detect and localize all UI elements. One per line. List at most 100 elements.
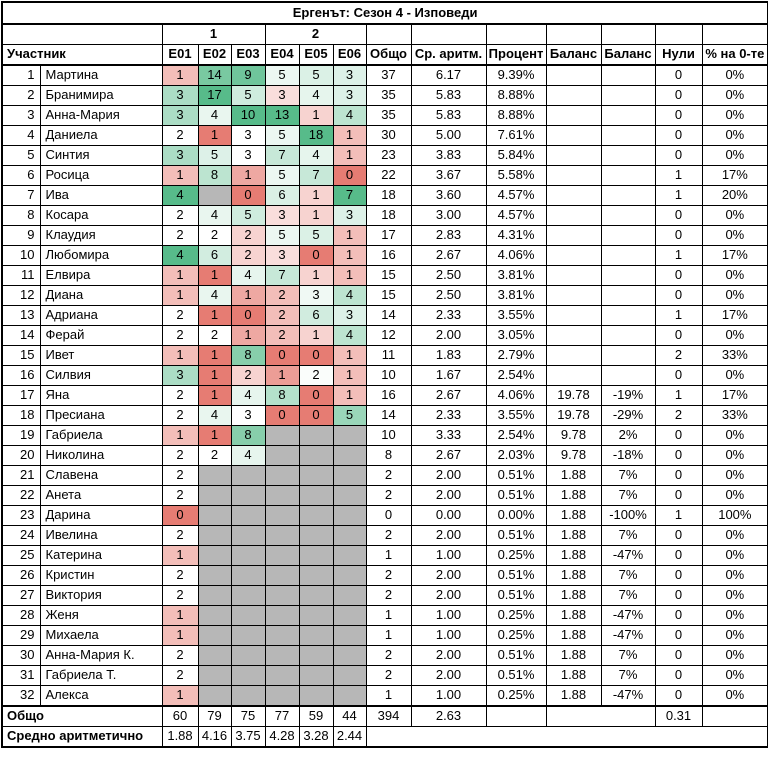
zeros-cell[interactable]: 0 xyxy=(654,545,703,566)
episode-total-cell[interactable]: 59 xyxy=(298,705,334,727)
percent-cell[interactable]: 0.25% xyxy=(485,685,547,707)
episode-score-cell[interactable] xyxy=(197,505,232,526)
zeros-cell[interactable]: 0 xyxy=(654,225,703,246)
episode-score-cell[interactable]: 2 xyxy=(161,665,199,686)
episode-score-cell[interactable] xyxy=(230,665,266,686)
episode-score-cell[interactable] xyxy=(197,685,232,707)
episode-score-cell[interactable] xyxy=(197,565,232,586)
balance-cell[interactable]: 1.88 xyxy=(545,525,602,546)
balance-cell[interactable]: 1.88 xyxy=(545,565,602,586)
episode-score-cell[interactable]: 2 xyxy=(264,285,300,306)
episode-score-cell[interactable]: 3 xyxy=(161,145,199,166)
balance-cell[interactable] xyxy=(545,285,602,306)
zero-pct-cell[interactable]: 0% xyxy=(701,625,768,646)
group-blank-cell[interactable] xyxy=(485,23,547,45)
zero-pct-cell[interactable]: 0% xyxy=(701,665,768,686)
participant-name[interactable]: Любомира xyxy=(39,245,163,266)
blank-cell[interactable] xyxy=(485,705,547,727)
zero-pct-cell[interactable]: 33% xyxy=(701,405,768,426)
average-cell[interactable]: 3.83 xyxy=(410,145,487,166)
episode-score-cell[interactable] xyxy=(197,525,232,546)
episode-score-cell[interactable]: 2 xyxy=(161,645,199,666)
episode-score-cell[interactable] xyxy=(298,465,334,486)
percent-cell[interactable]: 2.54% xyxy=(485,425,547,446)
balance-cell[interactable]: 19.78 xyxy=(545,405,602,426)
balance-pct-cell[interactable] xyxy=(600,185,656,206)
participant-name[interactable]: Михаела xyxy=(39,625,163,646)
episode-score-cell[interactable]: 2 xyxy=(197,325,232,346)
episode-score-cell[interactable] xyxy=(264,645,300,666)
balance-cell[interactable] xyxy=(545,325,602,346)
episode-score-cell[interactable] xyxy=(332,645,367,666)
row-number[interactable]: 17 xyxy=(1,385,41,406)
total-cell[interactable]: 2 xyxy=(365,565,412,586)
episode-column-header[interactable]: E04 xyxy=(264,44,300,66)
zeros-cell[interactable]: 0 xyxy=(654,485,703,506)
zeros-cell[interactable]: 0 xyxy=(654,685,703,707)
balance-cell[interactable] xyxy=(545,365,602,386)
episode-score-cell[interactable]: 3 xyxy=(161,105,199,126)
average-cell[interactable]: 2.33 xyxy=(410,405,487,426)
zero-pct-cell[interactable]: 0% xyxy=(701,605,768,626)
episode-score-cell[interactable]: 3 xyxy=(161,365,199,386)
balance-pct-cell[interactable] xyxy=(600,165,656,186)
episode-score-cell[interactable] xyxy=(197,605,232,626)
zero-pct-cell[interactable]: 17% xyxy=(701,305,768,326)
zeros-column-header[interactable]: Нули xyxy=(654,44,703,66)
episode-score-cell[interactable]: 7 xyxy=(264,265,300,286)
episode-score-cell[interactable] xyxy=(332,485,367,506)
zeros-cell[interactable]: 0 xyxy=(654,145,703,166)
episode-score-cell[interactable] xyxy=(230,525,266,546)
zeros-cell[interactable]: 0 xyxy=(654,265,703,286)
episode-score-cell[interactable]: 6 xyxy=(197,245,232,266)
episode-score-cell[interactable]: 4 xyxy=(298,145,334,166)
percent-cell[interactable]: 0.51% xyxy=(485,585,547,606)
average-cell[interactable]: 1.83 xyxy=(410,345,487,366)
episode-score-cell[interactable]: 1 xyxy=(264,365,300,386)
balance-cell[interactable] xyxy=(545,125,602,146)
row-number[interactable]: 26 xyxy=(1,565,41,586)
participant-name[interactable]: Анета xyxy=(39,485,163,506)
episode-score-cell[interactable] xyxy=(264,445,300,466)
episode-score-cell[interactable]: 5 xyxy=(264,225,300,246)
percent-cell[interactable]: 2.54% xyxy=(485,365,547,386)
row-number[interactable]: 21 xyxy=(1,465,41,486)
episode-score-cell[interactable]: 1 xyxy=(161,345,199,366)
episode-score-cell[interactable]: 1 xyxy=(298,325,334,346)
episode-score-cell[interactable]: 1 xyxy=(161,685,199,707)
average-cell[interactable]: 2.50 xyxy=(410,285,487,306)
balance-pct-cell[interactable]: -100% xyxy=(600,505,656,526)
zero-pct-cell[interactable]: 0% xyxy=(701,145,768,166)
episode-score-cell[interactable]: 4 xyxy=(161,245,199,266)
zeros-cell[interactable]: 1 xyxy=(654,505,703,526)
balance-pct-cell[interactable]: -18% xyxy=(600,445,656,466)
balance-pct-cell[interactable] xyxy=(600,305,656,326)
participant-name[interactable]: Даниела xyxy=(39,125,163,146)
percent-cell[interactable]: 0.25% xyxy=(485,545,547,566)
total-cell[interactable]: 2 xyxy=(365,485,412,506)
average-cell[interactable]: 2.50 xyxy=(410,265,487,286)
average-cell[interactable]: 6.17 xyxy=(410,64,487,86)
episode-score-cell[interactable]: 4 xyxy=(161,185,199,206)
balance-cell[interactable]: 9.78 xyxy=(545,425,602,446)
episode-score-cell[interactable]: 1 xyxy=(197,125,232,146)
episode-score-cell[interactable]: 4 xyxy=(332,285,367,306)
episode-score-cell[interactable]: 1 xyxy=(197,345,232,366)
averages-row-label[interactable]: Средно аритметично xyxy=(1,726,163,748)
zero-pct-cell[interactable]: 0% xyxy=(701,325,768,346)
total-cell[interactable]: 35 xyxy=(365,105,412,126)
blank-cell[interactable] xyxy=(365,726,768,748)
episode-score-cell[interactable]: 8 xyxy=(230,345,266,366)
balance-pct-cell[interactable]: 7% xyxy=(600,585,656,606)
zeros-cell[interactable]: 2 xyxy=(654,345,703,366)
average-cell[interactable]: 2.00 xyxy=(410,565,487,586)
episode-score-cell[interactable]: 2 xyxy=(161,305,199,326)
episode-score-cell[interactable]: 3 xyxy=(230,125,266,146)
row-number[interactable]: 20 xyxy=(1,445,41,466)
episode-score-cell[interactable] xyxy=(332,505,367,526)
episode-score-cell[interactable]: 1 xyxy=(161,605,199,626)
zeros-cell[interactable]: 0 xyxy=(654,105,703,126)
row-number[interactable]: 18 xyxy=(1,405,41,426)
episode-score-cell[interactable]: 9 xyxy=(230,64,266,86)
episode-score-cell[interactable] xyxy=(230,585,266,606)
